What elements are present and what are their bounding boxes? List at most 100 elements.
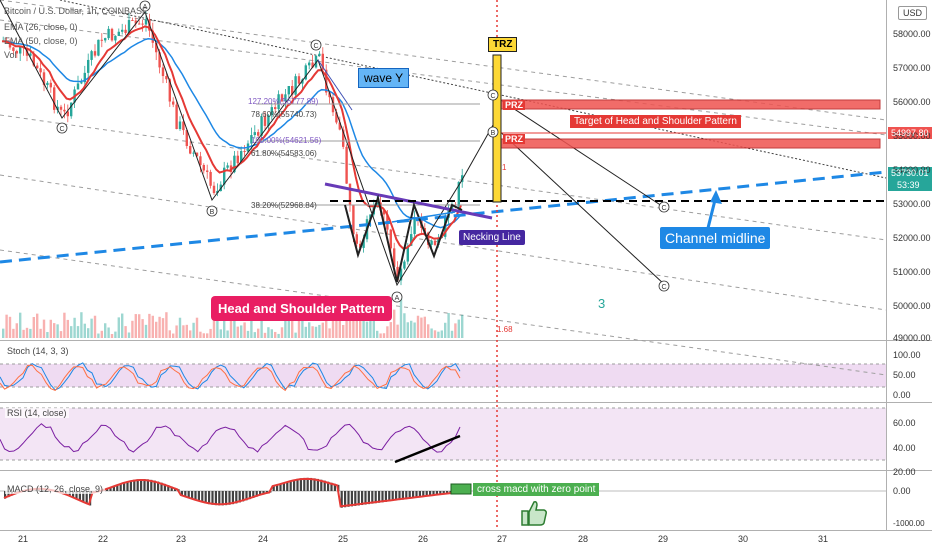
time-axis-label: 29 xyxy=(658,534,668,544)
candle-body xyxy=(206,171,208,172)
wave-letter: B xyxy=(210,209,215,216)
prz-label-upper[interactable]: PRZ xyxy=(503,100,525,110)
price-axis-label: 58000.00 xyxy=(893,29,931,39)
prz-zone-lower[interactable] xyxy=(500,139,880,148)
candle-body xyxy=(39,68,41,72)
volume-bar xyxy=(267,327,269,338)
candle-body xyxy=(114,36,116,41)
time-axis-label: 21 xyxy=(18,534,28,544)
level-1-label: 1 xyxy=(502,163,506,172)
volume-bar xyxy=(26,328,28,338)
volume-bar xyxy=(162,318,164,338)
volume-bar xyxy=(396,325,398,338)
volume-bar xyxy=(175,325,177,338)
volume-bar xyxy=(437,332,439,338)
volume-bar xyxy=(36,314,38,338)
wave-y-label[interactable]: wave Y xyxy=(358,68,409,88)
volume-bar xyxy=(128,332,130,338)
volume-bar xyxy=(458,320,460,338)
volume-bar xyxy=(441,330,443,338)
candle-body xyxy=(111,29,113,41)
volume-bar xyxy=(80,312,82,338)
volume-bar xyxy=(43,320,45,338)
volume-bar xyxy=(138,314,140,338)
volume-bar xyxy=(413,323,415,338)
volume-bar xyxy=(12,329,14,338)
volume-bar xyxy=(199,332,201,338)
stoch-title: Stoch (14, 3, 3) xyxy=(5,346,71,356)
volume-bar xyxy=(90,319,92,338)
volume-bar xyxy=(29,329,31,338)
prz-label-lower[interactable]: PRZ xyxy=(503,134,525,144)
candle-body xyxy=(131,20,133,21)
candle-body xyxy=(254,132,256,135)
volume-bar xyxy=(328,328,330,338)
time-axis-label: 28 xyxy=(578,534,588,544)
volume-bar xyxy=(111,334,113,338)
volume-bar xyxy=(393,310,395,338)
currency-button[interactable]: USD xyxy=(898,6,927,20)
candle-body xyxy=(318,54,320,56)
stoch-level: 50.00 xyxy=(893,370,916,380)
volume-bar xyxy=(22,330,24,338)
volume-bar xyxy=(97,334,99,338)
candle-body xyxy=(403,262,405,269)
candle-body xyxy=(94,51,96,55)
candle-body xyxy=(308,63,310,66)
candle-body xyxy=(80,82,82,83)
candle-body xyxy=(434,241,436,245)
candle-body xyxy=(226,165,228,167)
volume-bar xyxy=(281,327,283,338)
volume-bar xyxy=(94,316,96,338)
volume-bar xyxy=(376,331,378,338)
volume-bar xyxy=(135,314,137,338)
macd-level: -1000.00 xyxy=(893,519,925,528)
volume-bar xyxy=(56,324,58,338)
candle-body xyxy=(97,40,99,56)
necking-line-label[interactable]: Necking Line xyxy=(459,230,525,245)
volume-bar xyxy=(240,325,242,338)
main-pane[interactable] xyxy=(0,0,886,340)
volume-bar xyxy=(84,324,86,338)
volume-bar xyxy=(152,316,154,338)
hs-pattern-label[interactable]: Head and Shoulder Pattern xyxy=(211,296,392,321)
volume-bar xyxy=(379,333,381,338)
candle-body xyxy=(237,156,239,163)
target-label[interactable]: Target of Head and Shoulder Pattern xyxy=(570,115,741,128)
volume-bar xyxy=(420,318,422,338)
stoch-level: 100.00 xyxy=(893,350,921,360)
volume-bar xyxy=(322,323,324,338)
volume-bar xyxy=(73,318,75,338)
volume-bar xyxy=(257,329,259,338)
candle-body xyxy=(192,153,194,154)
volume-bar xyxy=(264,333,266,338)
candle-body xyxy=(165,76,167,79)
fib-label-127: 127.20%(56777.89) xyxy=(248,97,318,106)
volume-bar xyxy=(220,329,222,338)
candle-body xyxy=(213,186,215,193)
trz-label[interactable]: TRZ xyxy=(488,37,517,52)
cross-macd-label[interactable]: cross macd with zero point xyxy=(473,483,599,496)
volume-bar xyxy=(308,322,310,338)
volume-bar xyxy=(444,323,446,338)
volume-bar xyxy=(383,333,385,338)
volume-bar xyxy=(16,323,18,338)
fib-label-100: 100.00%(54621.56) xyxy=(251,136,321,145)
volume-bar xyxy=(114,332,116,338)
prz-zone-upper[interactable] xyxy=(500,100,880,109)
candle-body xyxy=(203,165,205,171)
volume-bar xyxy=(301,318,303,338)
candle-body xyxy=(294,76,296,95)
fib-label-382: 38.20%(52968.84) xyxy=(251,201,317,210)
volume-bar xyxy=(447,313,449,338)
candle-body xyxy=(345,147,347,184)
macd-title: MACD (12, 26, close, 9) xyxy=(5,484,105,494)
candle-body xyxy=(60,107,62,110)
volume-bar xyxy=(424,317,426,338)
candle-body xyxy=(104,38,106,40)
candle-body xyxy=(172,102,174,105)
volume-bar xyxy=(50,320,52,338)
volume-bar xyxy=(410,321,412,338)
channel-midline-label[interactable]: Channel midline xyxy=(660,227,770,249)
